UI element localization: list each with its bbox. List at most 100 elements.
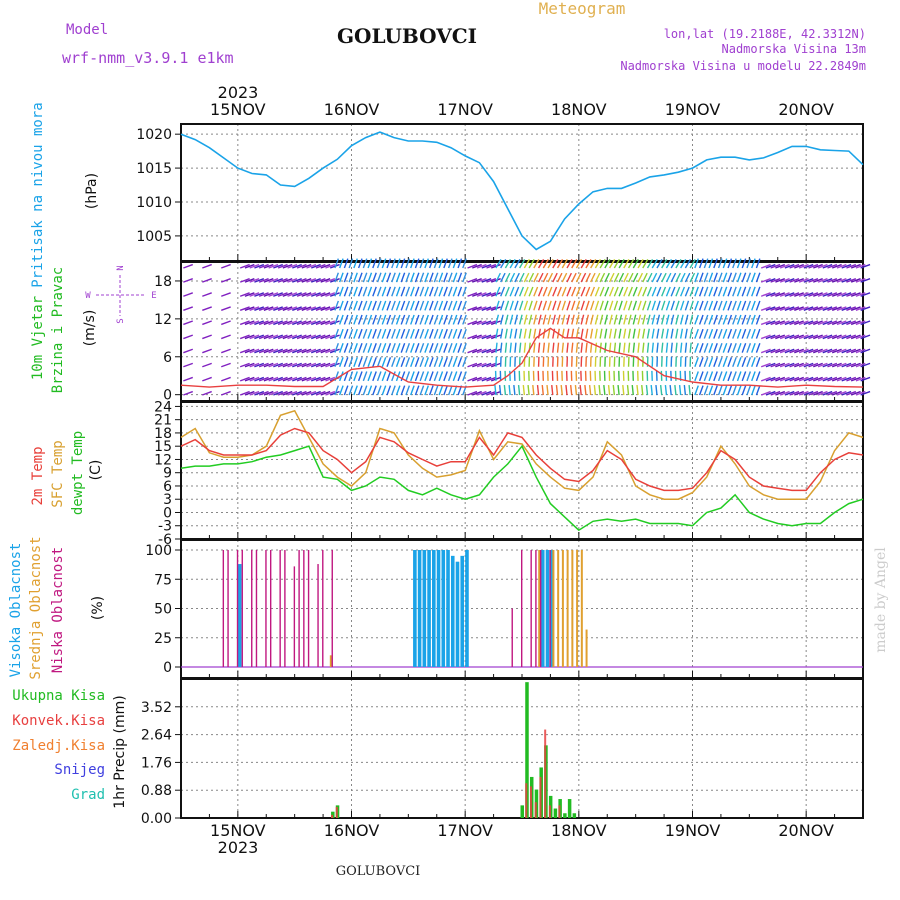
wind-arrow <box>462 357 467 368</box>
wind-arrow <box>746 314 752 325</box>
wind-arrow <box>618 328 622 339</box>
wind-arrow <box>273 320 283 326</box>
wind-arrow <box>254 376 265 382</box>
wind-arrow <box>646 272 653 283</box>
wind-arrow <box>405 357 411 368</box>
wind-arrow <box>391 328 396 339</box>
wind-arrow <box>689 272 696 283</box>
wind-arrow <box>571 328 575 339</box>
wind-arrow <box>542 342 546 353</box>
y-tick-label: 9 <box>163 466 172 482</box>
wind-arrow <box>357 314 363 325</box>
wind-arrow <box>585 286 591 297</box>
top-day-label: 16NOV <box>324 100 380 119</box>
wind-arrow <box>481 278 492 283</box>
wind-arrow <box>632 342 636 353</box>
wind-arrow <box>258 334 269 340</box>
wind-arrow <box>428 314 434 325</box>
wind-arrow <box>789 306 800 311</box>
wind-arrow <box>541 384 545 396</box>
wind-arrow <box>405 314 411 325</box>
wind-arrow <box>325 376 336 382</box>
precip-convective-bar <box>548 805 551 818</box>
wind-arrow <box>717 328 723 339</box>
temp-unit: (C) <box>88 460 104 481</box>
wind-arrow <box>386 286 392 297</box>
wind-arrow <box>292 278 302 283</box>
wind-arrow <box>282 362 293 368</box>
wind-arrow <box>803 292 814 297</box>
wind-arrow <box>504 328 508 339</box>
wind-arrow <box>775 292 786 297</box>
high-cloud-bar <box>450 555 455 667</box>
wind-arrow <box>193 293 202 296</box>
wind-arrow <box>533 258 540 269</box>
wind-arrow <box>362 258 368 269</box>
wind-arrow <box>770 334 781 340</box>
wind-arrow <box>414 286 420 297</box>
wind-arrow <box>348 343 354 353</box>
y-tick-label: 24 <box>154 399 172 415</box>
wind-arrow <box>287 320 298 326</box>
mid-cloud-bar <box>329 655 332 667</box>
wind-arrow <box>306 348 317 354</box>
wind-arrow <box>424 328 429 339</box>
wind-arrow <box>500 272 506 283</box>
wind-arrow <box>495 272 501 283</box>
wind-arrow <box>405 385 411 396</box>
wind-arrow <box>306 278 317 283</box>
wind-arrow <box>636 384 639 396</box>
wind-arrow <box>694 258 699 269</box>
wind-arrow <box>528 328 532 339</box>
wind-arrow <box>467 292 478 297</box>
wind-arrow <box>794 334 804 340</box>
wind-arrow <box>339 272 344 283</box>
y-tick-label: 1020 <box>136 127 172 143</box>
wind-arrow <box>808 348 819 354</box>
wind-arrow <box>414 258 420 269</box>
wind-arrow <box>684 272 691 283</box>
wind-arrow <box>618 272 625 283</box>
wind-arrow <box>447 328 453 339</box>
wind-arrow <box>282 348 293 354</box>
wind-arrow <box>727 286 733 297</box>
wind-arrow <box>296 292 307 297</box>
wind-arrow <box>803 334 814 340</box>
wind-arrow <box>357 258 363 269</box>
wind-arrow <box>376 300 382 311</box>
wind-arrow <box>689 314 694 325</box>
wind-arrow <box>670 286 676 297</box>
wind-arrow <box>467 348 478 354</box>
wind-arrow <box>607 384 611 396</box>
wind-arrow <box>447 385 453 396</box>
wind-arrow <box>391 343 396 353</box>
wind-arrow <box>467 362 478 368</box>
wind-arrow <box>212 265 221 268</box>
wind-arrow <box>817 348 828 354</box>
wind-arrow <box>760 292 771 297</box>
wind-arrow <box>566 300 571 311</box>
wind-arrow <box>571 300 576 311</box>
wind-arrow <box>585 258 592 269</box>
wind-arrow <box>381 371 387 382</box>
wind-arrow <box>486 334 497 340</box>
wind-arrow <box>684 314 689 325</box>
wind-arrow <box>193 377 202 380</box>
wind-arrow <box>320 390 331 396</box>
wind-arrow <box>565 384 568 396</box>
wind-arrow <box>419 385 425 396</box>
wind-arrow <box>202 292 212 297</box>
wind-arrow <box>846 292 857 297</box>
wind-arrow <box>433 328 439 339</box>
y-tick-label: 2.64 <box>141 728 172 744</box>
wind-arrow <box>794 362 804 368</box>
wind-arrow <box>794 263 804 269</box>
wind-arrow <box>855 292 866 297</box>
wind-arrow <box>656 272 662 283</box>
wind-arrow <box>822 306 833 311</box>
wind-arrow <box>514 286 520 297</box>
wind-arrow <box>556 258 564 269</box>
wind-arrow <box>381 272 387 283</box>
wind-arrow <box>376 343 382 353</box>
wind-arrow <box>623 328 627 339</box>
